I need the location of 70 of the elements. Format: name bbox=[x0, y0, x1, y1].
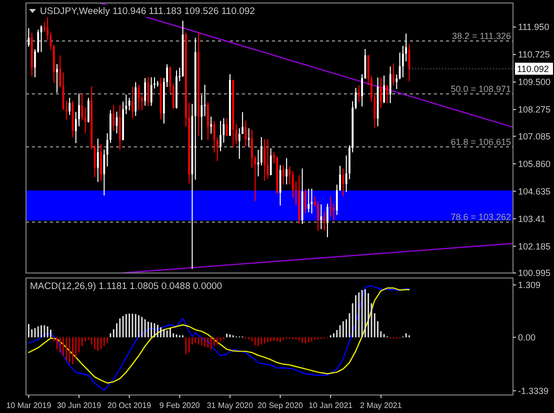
candlestick bbox=[330, 196, 332, 218]
y-tick-label: 102.185 bbox=[518, 241, 551, 252]
x-tick-label: 9 Feb 2020 bbox=[159, 401, 200, 410]
chart-title: USDJPY,Weekly 110.946 111.183 109.526 110.092 bbox=[40, 6, 255, 17]
candlestick bbox=[396, 74, 398, 90]
annotation: 110.092 bbox=[517, 64, 549, 74]
candlestick bbox=[238, 128, 240, 160]
candlestick bbox=[59, 55, 62, 88]
y-tick-label: 104.635 bbox=[518, 186, 551, 196]
candlestick bbox=[56, 64, 58, 94]
candlestick bbox=[118, 104, 121, 150]
candlestick bbox=[68, 97, 71, 116]
x-tick-label: 20 Oct 2019 bbox=[108, 401, 152, 410]
candlestick bbox=[210, 116, 212, 134]
candlestick bbox=[389, 66, 392, 104]
candlestick bbox=[264, 138, 266, 182]
ref-line-label: 78.6 = 103.262 bbox=[450, 212, 511, 222]
x-tick-label: 30 Jun 2019 bbox=[56, 401, 102, 410]
candlestick bbox=[100, 144, 102, 182]
x-tick-label: 31 May 2020 bbox=[206, 401, 254, 410]
y-tick-label: 111.950 bbox=[518, 22, 550, 32]
y-tick-label: 105.860 bbox=[518, 158, 551, 169]
candlestick bbox=[207, 102, 209, 140]
y-tick-label: -1.3339 bbox=[518, 386, 549, 396]
ref-line-label: 61.8 = 106.615 bbox=[450, 136, 511, 147]
candlestick bbox=[96, 138, 99, 182]
x-tick-label: 10 Mar 2019 bbox=[6, 401, 52, 410]
candlestick bbox=[112, 104, 115, 132]
y-tick-label: 109.500 bbox=[518, 77, 551, 88]
candlestick bbox=[358, 84, 360, 103]
candlestick bbox=[308, 188, 310, 213]
candlestick bbox=[244, 120, 247, 147]
ref-line-label: 50.0 = 108.971 bbox=[450, 84, 511, 94]
candlestick bbox=[200, 94, 203, 140]
x-tick-label: 20 Sep 2020 bbox=[258, 401, 304, 410]
candlestick bbox=[342, 168, 344, 197]
y-tick-label: 108.275 bbox=[518, 104, 551, 115]
candlestick bbox=[282, 164, 284, 185]
y-tick-label: 1.309 bbox=[518, 280, 541, 290]
y-tick-label: 103.41 bbox=[518, 214, 546, 224]
candlestick bbox=[220, 120, 222, 152]
candlestick bbox=[88, 97, 90, 123]
y-tick-label: 107.085 bbox=[518, 131, 551, 142]
y-tick-label: 110.725 bbox=[518, 50, 550, 60]
candlestick bbox=[320, 204, 322, 230]
candlestick bbox=[132, 86, 134, 119]
candlestick bbox=[248, 128, 250, 147]
candlestick bbox=[383, 75, 386, 104]
candlestick bbox=[128, 97, 130, 111]
candlestick bbox=[323, 211, 326, 232]
chart-title: MACD(12,26,9) 1.1181 1.0805 0.0488 0.0000 bbox=[30, 281, 222, 292]
ref-line-label: 38.2 = 111.326 bbox=[452, 31, 511, 42]
candlestick bbox=[317, 200, 319, 232]
candlestick bbox=[216, 136, 218, 162]
candlestick bbox=[326, 203, 328, 238]
x-tick-label: 10 Jan 2021 bbox=[308, 401, 354, 410]
y-tick-label: 0.00 bbox=[518, 332, 536, 342]
candlestick bbox=[270, 148, 272, 176]
candlestick bbox=[144, 77, 146, 106]
y-tick-label: 100.995 bbox=[518, 268, 551, 278]
candlestick bbox=[392, 62, 394, 86]
candlestick bbox=[226, 118, 228, 137]
candlestick bbox=[304, 189, 306, 214]
candlestick bbox=[103, 149, 106, 196]
candlestick bbox=[380, 77, 382, 109]
candlestick bbox=[81, 92, 84, 121]
x-tick-label: 2 May 2021 bbox=[360, 401, 402, 410]
candlestick bbox=[286, 158, 288, 185]
candlestick bbox=[150, 76, 152, 106]
candlestick bbox=[172, 83, 174, 110]
